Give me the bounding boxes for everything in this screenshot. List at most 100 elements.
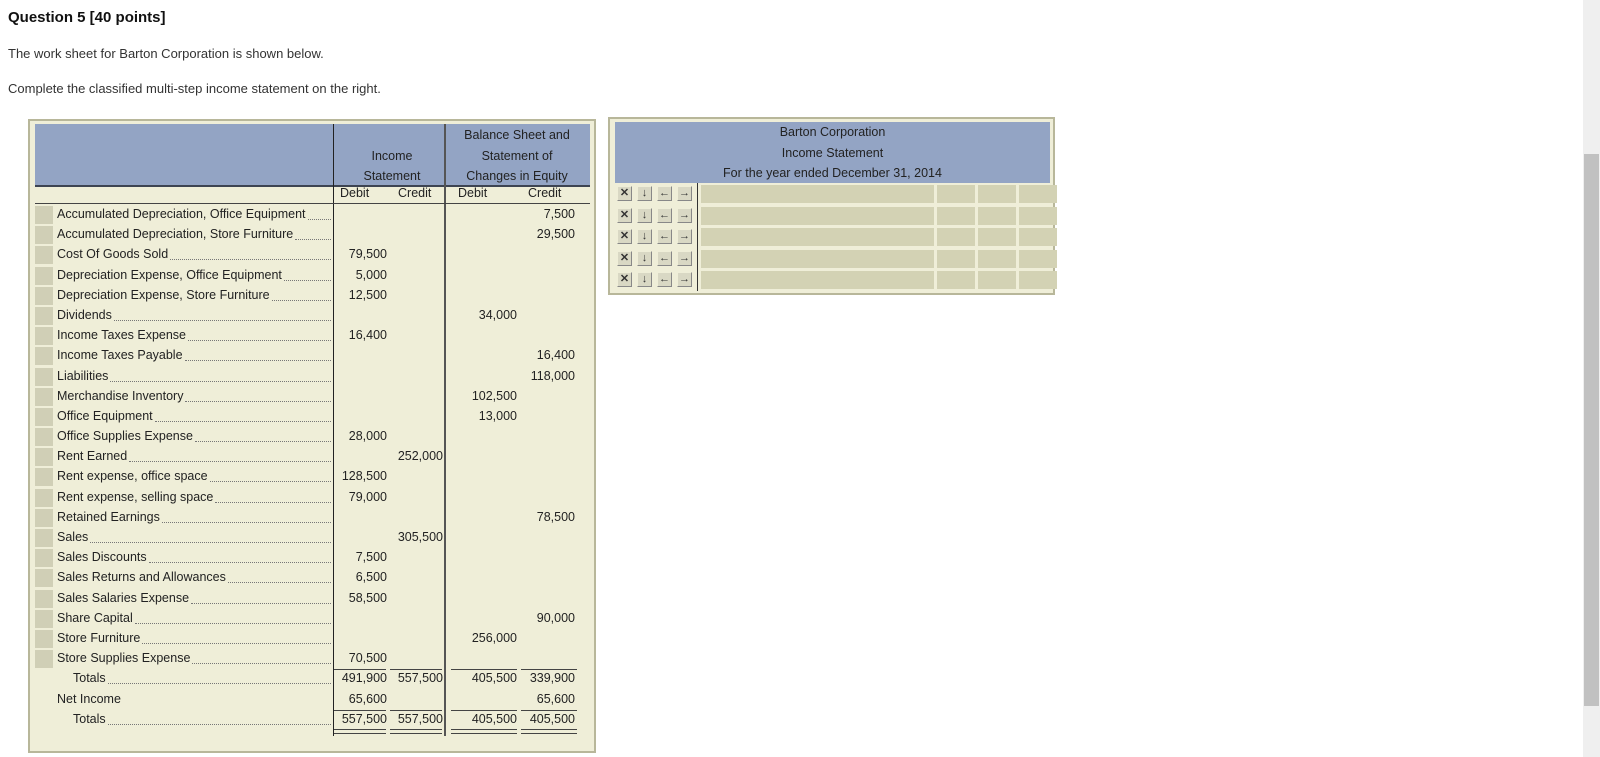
row-selector-box[interactable] <box>35 387 53 406</box>
table-row: Accumulated Depreciation, Store Furnitur… <box>35 225 595 245</box>
insert-row-below-icon[interactable]: ↓ <box>637 250 652 266</box>
row-selector-box[interactable] <box>35 629 53 648</box>
outdent-icon[interactable]: ← <box>657 272 672 287</box>
account-name: Dividends <box>57 307 112 322</box>
dot-leader <box>110 380 331 382</box>
sum-rule <box>451 709 517 711</box>
amount-input-3[interactable] <box>1019 206 1057 225</box>
table-row: Income Taxes Payable 16,400 <box>35 346 595 366</box>
indent-icon[interactable]: → <box>677 186 692 201</box>
indent-icon[interactable]: → <box>677 229 692 244</box>
row-selector-box[interactable] <box>35 549 53 568</box>
sum-rule <box>390 669 442 671</box>
amount-input-1[interactable] <box>937 185 975 203</box>
row-selector-box[interactable] <box>35 226 53 245</box>
account-label: Income Taxes Payable <box>57 347 331 364</box>
is-debit-value: 65,600 <box>348 691 387 706</box>
account-label: Rent Earned <box>57 448 331 465</box>
tool-column-divider <box>697 183 698 291</box>
bs-debit-value: 405,500 <box>471 671 517 686</box>
outdent-icon[interactable]: ← <box>657 250 672 266</box>
is-debit-value: 7,500 <box>355 550 387 565</box>
amount-input-3[interactable] <box>1019 228 1057 246</box>
amount-input-3[interactable] <box>1019 271 1057 289</box>
is-debit-label: Debit <box>340 186 370 200</box>
delete-row-icon[interactable]: ✕ <box>617 207 632 223</box>
table-row: Sales 305,500 <box>35 528 595 548</box>
row-selector-box[interactable] <box>35 266 53 285</box>
table-row: Depreciation Expense, Store Furniture 12,… <box>35 286 595 306</box>
outdent-icon[interactable]: ← <box>657 186 672 201</box>
amount-input-2[interactable] <box>978 206 1016 225</box>
insert-row-below-icon[interactable]: ↓ <box>637 272 652 287</box>
indent-icon[interactable]: → <box>677 272 692 287</box>
description-input[interactable] <box>701 206 934 225</box>
dot-leader <box>108 723 331 725</box>
dot-leader <box>90 542 331 543</box>
amount-input-1[interactable] <box>937 271 975 289</box>
delete-row-icon[interactable]: ✕ <box>617 250 632 266</box>
amount-input-2[interactable] <box>978 271 1016 289</box>
delete-row-icon[interactable]: ✕ <box>617 272 632 287</box>
table-row: Sales Discounts 7,500 <box>35 548 595 568</box>
statement-title: Income Statement <box>781 145 884 160</box>
account-label: Store Supplies Expense <box>57 650 331 667</box>
delete-row-icon[interactable]: ✕ <box>617 229 632 244</box>
amount-input-1[interactable] <box>937 228 975 246</box>
account-name: Share Capital <box>57 610 133 625</box>
company-name: Barton Corporation <box>779 125 886 139</box>
row-selector-box[interactable] <box>35 508 53 527</box>
amount-input-2[interactable] <box>978 185 1016 203</box>
bs-credit-value: 78,500 <box>536 509 575 524</box>
indent-icon[interactable]: → <box>677 250 692 266</box>
row-selector-box[interactable] <box>35 246 53 265</box>
outdent-icon[interactable]: ← <box>657 207 672 223</box>
income-statement-rows: ✕ ↓ ← → ✕ ↓ ← → ✕ ↓ ← → ✕ ↓ ← → ✕ ↓ ← → <box>615 183 1057 291</box>
description-input[interactable] <box>701 271 934 289</box>
row-selector-box[interactable] <box>35 589 53 608</box>
row-selector-box[interactable] <box>35 569 53 588</box>
row-selector-box[interactable] <box>35 468 53 487</box>
sum-rule <box>334 709 386 711</box>
double-rule <box>334 728 386 734</box>
outdent-icon[interactable]: ← <box>657 229 672 244</box>
header-line: Income <box>371 149 413 163</box>
row-selector-box[interactable] <box>35 327 53 346</box>
indent-icon[interactable]: → <box>677 207 692 223</box>
description-input[interactable] <box>701 249 934 268</box>
row-selector-box[interactable] <box>35 488 53 507</box>
amount-input-1[interactable] <box>937 206 975 225</box>
account-label: Rent expense, office space <box>57 468 331 485</box>
account-name: Office Supplies Expense <box>57 429 193 444</box>
header-line: Changes in Equity <box>466 169 568 183</box>
header-line: Statement of <box>481 148 553 163</box>
insert-row-below-icon[interactable]: ↓ <box>637 229 652 244</box>
amount-input-3[interactable] <box>1019 249 1057 268</box>
amount-input-2[interactable] <box>978 249 1016 268</box>
amount-input-2[interactable] <box>978 228 1016 246</box>
table-row: Office Supplies Expense 28,000 <box>35 427 595 447</box>
row-selector-box[interactable] <box>35 609 53 628</box>
description-input[interactable] <box>701 228 934 246</box>
amount-input-3[interactable] <box>1019 185 1057 203</box>
row-selector-box[interactable] <box>35 407 53 426</box>
row-selector-box[interactable] <box>35 286 53 305</box>
insert-row-below-icon[interactable]: ↓ <box>637 186 652 201</box>
row-selector-box[interactable] <box>35 448 53 467</box>
row-selector-box[interactable] <box>35 428 53 447</box>
row-selector-box[interactable] <box>35 206 53 224</box>
row-selector-box[interactable] <box>35 347 53 366</box>
row-selector-box[interactable] <box>35 306 53 325</box>
insert-row-below-icon[interactable]: ↓ <box>637 207 652 223</box>
description-input[interactable] <box>701 185 934 203</box>
delete-row-icon[interactable]: ✕ <box>617 186 632 201</box>
dot-leader <box>188 340 331 342</box>
amount-input-1[interactable] <box>937 249 975 268</box>
row-selector-box[interactable] <box>35 367 53 386</box>
row-selector-box[interactable] <box>35 529 53 547</box>
dot-leader <box>192 663 331 665</box>
row-selector-box[interactable] <box>35 650 53 669</box>
table-row: Merchandise Inventory 102,500 <box>35 387 595 407</box>
account-name: Depreciation Expense, Store Furniture <box>57 287 270 302</box>
scrollbar-thumb[interactable] <box>1584 154 1599 706</box>
